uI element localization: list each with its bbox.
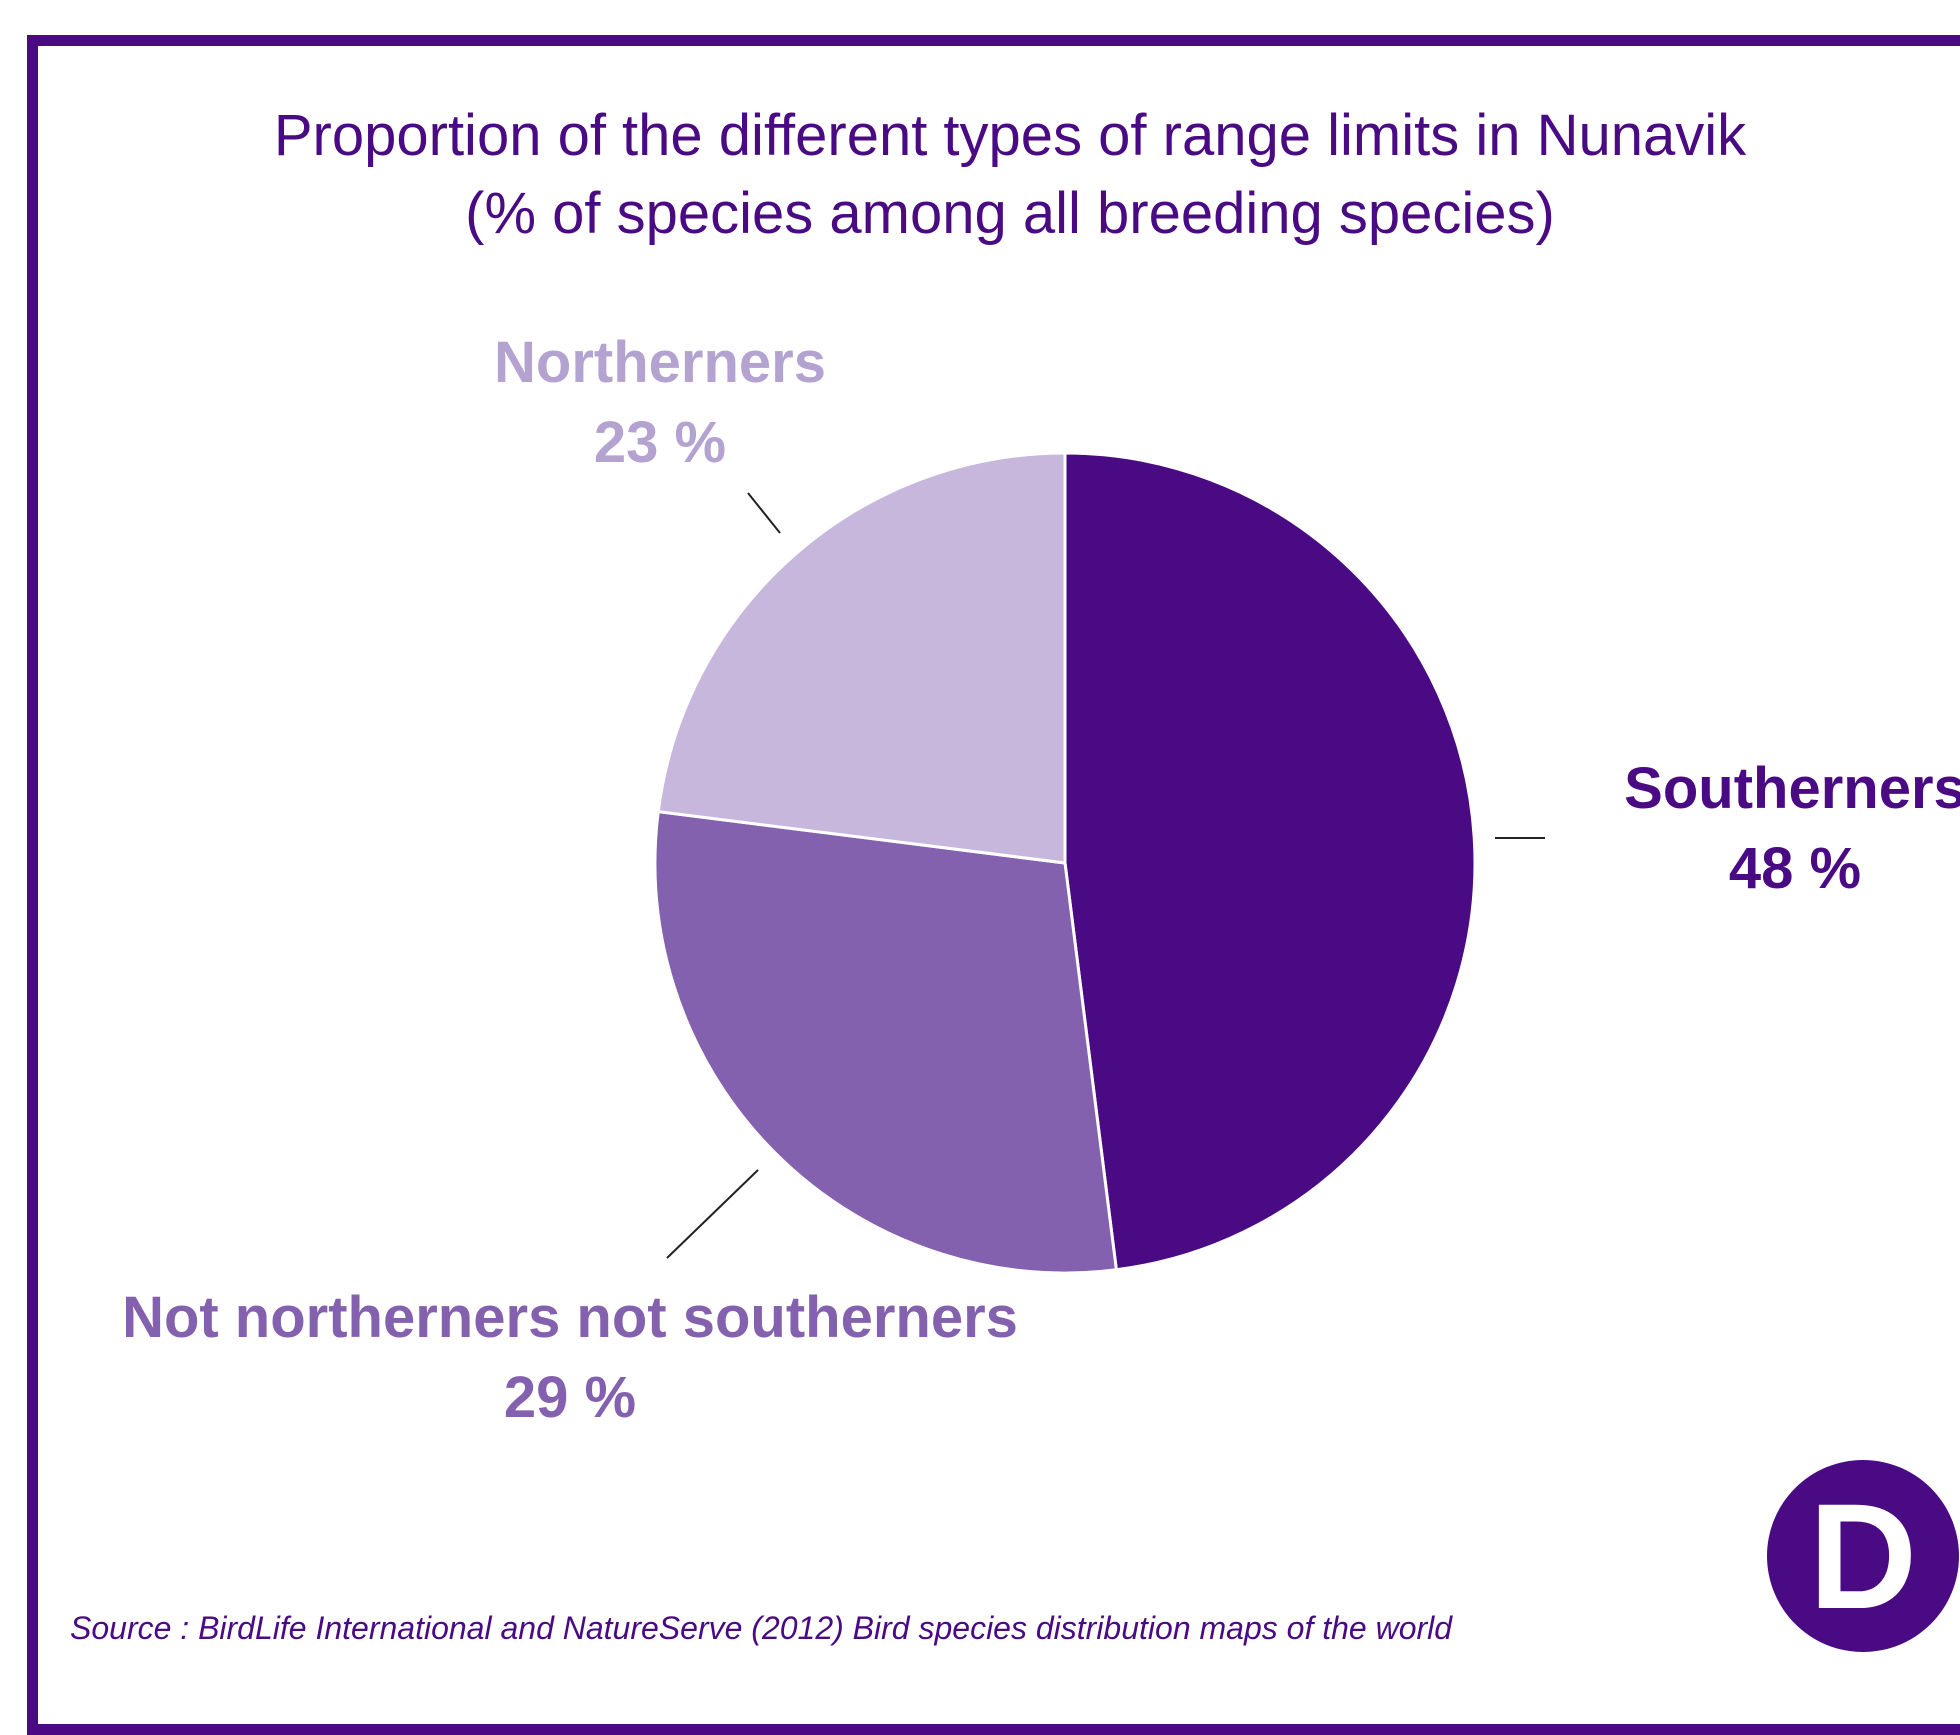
slice-name-label: Southerners	[1624, 756, 1960, 821]
slice-value-label: 23 %	[594, 410, 726, 475]
chart-subtitle: (% of species among all breeding species…	[465, 181, 1555, 246]
pie-slice-southerners	[1063, 451, 1477, 1272]
pie-slice-not-northerners-not-southerners	[653, 809, 1119, 1275]
pie-chart: Southerners 48 % Not northerners not south…	[122, 330, 1960, 1430]
pie-slice-northerners	[656, 451, 1067, 865]
slice-name-label: Northerners	[494, 330, 826, 395]
slice-value-label: 48 %	[1729, 836, 1861, 901]
source-note: Source : BirdLife International and Natu…	[70, 1610, 1453, 1646]
slice-name-label: Not northerners not southerners	[122, 1285, 1018, 1350]
chart-title: Proportion of the different types of ran…	[273, 103, 1747, 168]
leader-line	[666, 1169, 759, 1259]
d-logo: D	[1767, 1460, 1959, 1652]
leader-line	[747, 492, 781, 534]
slice-value-label: 29 %	[504, 1365, 636, 1430]
